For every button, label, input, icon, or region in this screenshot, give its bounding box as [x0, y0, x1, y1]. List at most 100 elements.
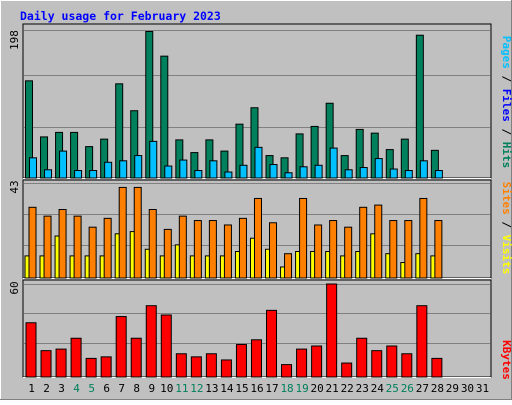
legend-separator: /	[500, 215, 512, 235]
bar-files-day-1	[29, 157, 37, 179]
bar-kbytes-day-13	[205, 353, 217, 378]
right-label-hits-files-pages: Pages / Files / Hits	[500, 36, 512, 169]
legend-visits: Visits	[500, 235, 512, 275]
bar-files-day-17	[269, 164, 278, 179]
bar-files-day-9	[149, 140, 158, 179]
bar-files-day-23	[359, 167, 368, 179]
bar-visits-day-6	[103, 217, 112, 279]
bar-hits-day-27	[415, 34, 424, 179]
bar-visits-day-1	[28, 206, 37, 279]
x-tick-label-day-2: 2	[43, 382, 50, 395]
legend-separator: /	[500, 122, 512, 142]
bar-kbytes-day-20	[311, 345, 323, 378]
x-tick-label-day-12: 12	[190, 382, 203, 395]
bar-kbytes-day-21	[326, 283, 338, 378]
bar-visits-day-16	[253, 197, 262, 279]
x-tick-label-day-7: 7	[118, 382, 125, 395]
x-tick-label-day-24: 24	[371, 382, 385, 395]
bar-visits-day-26	[404, 220, 413, 279]
bar-kbytes-day-18	[281, 364, 293, 378]
x-tick-label-day-29: 29	[446, 382, 459, 395]
bar-files-day-8	[134, 155, 143, 179]
x-tick-label-day-16: 16	[250, 382, 263, 395]
bar-hits-day-16	[250, 107, 259, 179]
bar-files-day-27	[419, 160, 428, 179]
x-tick-label-day-20: 20	[311, 382, 324, 395]
bar-kbytes-day-26	[401, 353, 413, 378]
bar-files-day-7	[119, 160, 128, 179]
bar-hits-day-10	[160, 55, 169, 179]
x-tick-label-day-4: 4	[73, 382, 80, 395]
bar-visits-day-10	[163, 228, 172, 279]
bar-visits-day-23	[359, 206, 368, 279]
bar-kbytes-day-27	[416, 305, 428, 378]
x-tick-label-day-23: 23	[356, 382, 369, 395]
x-tick-label-day-10: 10	[160, 382, 173, 395]
bar-visits-day-8	[133, 186, 142, 279]
bar-kbytes-day-12	[190, 356, 202, 378]
bar-files-day-2	[44, 169, 53, 179]
bar-files-day-4	[74, 170, 83, 179]
bar-kbytes-day-11	[175, 353, 187, 378]
x-tick-label-day-6: 6	[103, 382, 110, 395]
x-tick-label-day-13: 13	[205, 382, 218, 395]
legend-hits: Hits	[500, 142, 512, 169]
bar-files-day-19	[299, 166, 308, 179]
bar-kbytes-day-7	[115, 316, 127, 378]
bar-kbytes-day-19	[296, 348, 308, 378]
x-tick-label-day-5: 5	[88, 382, 95, 395]
bottom-panel-ymax-label: 60	[8, 281, 21, 294]
bar-kbytes-day-8	[130, 337, 142, 378]
bar-kbytes-day-4	[70, 337, 82, 378]
x-tick-label-day-15: 15	[235, 382, 248, 395]
bar-files-day-16	[254, 146, 263, 179]
bar-visits-day-19	[299, 197, 308, 279]
x-tick-label-day-26: 26	[401, 382, 414, 395]
legend-sites: Sites	[500, 182, 512, 215]
bar-files-day-3	[59, 150, 68, 179]
middle-panel-ymax-label: 43	[8, 180, 21, 193]
bar-files-day-21	[329, 147, 338, 179]
bar-files-day-22	[344, 169, 353, 179]
bar-visits-day-14	[223, 224, 232, 279]
bar-kbytes-day-14	[220, 359, 232, 378]
bar-kbytes-day-9	[145, 305, 157, 378]
bar-visits-day-24	[374, 204, 383, 279]
bar-visits-day-22	[344, 226, 353, 279]
legend-pages: Pages	[500, 36, 512, 69]
legend-kbytes: KBytes	[500, 340, 512, 380]
bar-visits-day-15	[238, 217, 247, 279]
bar-kbytes-day-16	[250, 339, 262, 378]
bar-visits-day-13	[208, 220, 217, 279]
legend-separator: /	[500, 69, 512, 89]
x-tick-label-day-18: 18	[280, 382, 293, 395]
bars-layer	[24, 30, 443, 378]
bar-visits-day-3	[58, 209, 67, 279]
x-tick-label-day-9: 9	[148, 382, 155, 395]
bar-visits-day-12	[193, 220, 202, 279]
bar-kbytes-day-2	[40, 350, 52, 378]
x-tick-label-day-22: 22	[341, 382, 354, 395]
bar-files-day-18	[284, 172, 293, 179]
chart-title: Daily usage for February 2023	[20, 9, 221, 23]
bar-kbytes-day-17	[266, 309, 278, 378]
bar-visits-day-17	[269, 222, 278, 279]
x-tick-label-day-21: 21	[326, 382, 339, 395]
x-tick-label-day-1: 1	[28, 382, 35, 395]
bar-files-day-11	[179, 159, 188, 179]
bar-kbytes-day-25	[386, 345, 398, 378]
bar-visits-day-18	[284, 253, 293, 279]
bar-visits-day-5	[88, 226, 97, 279]
bar-visits-day-27	[419, 197, 428, 279]
bar-files-day-12	[194, 170, 203, 179]
x-tick-label-day-3: 3	[58, 382, 65, 395]
x-axis-day-labels: 1 2 3 4 5 6 7 8 9 10 11 12 13 14 15 16 17 18 19 20 21 22 23 24 2…	[28, 382, 489, 395]
bar-files-day-26	[404, 170, 413, 179]
bar-files-day-14	[224, 171, 233, 179]
bar-kbytes-day-10	[160, 314, 172, 378]
bar-visits-day-20	[314, 224, 323, 279]
bar-kbytes-day-1	[25, 322, 37, 378]
x-tick-label-day-31: 31	[476, 382, 489, 395]
bar-files-day-28	[434, 170, 443, 179]
